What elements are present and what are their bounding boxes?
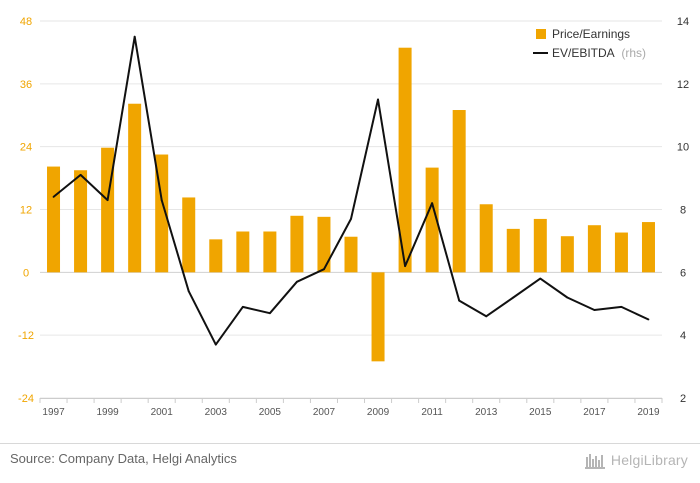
right-tick-label: 12 [677, 79, 689, 91]
left-tick-label: 36 [20, 79, 32, 91]
legend-label-pe: Price/Earnings [552, 27, 630, 41]
point-ev-ebitda [620, 305, 623, 308]
bar-pe [371, 272, 385, 362]
x-tick-label: 2001 [151, 407, 174, 418]
left-tick-label: -24 [18, 393, 34, 405]
bar-pe [560, 236, 574, 273]
bar-pe [533, 218, 547, 273]
right-tick-label: 4 [680, 330, 686, 342]
left-tick-label: -12 [18, 330, 34, 342]
bar-pe [263, 231, 277, 273]
source-note: Source: Company Data, Helgi Analytics [10, 451, 237, 466]
x-tick-label: 2005 [259, 407, 282, 418]
axes: 48 36 24 12 0 -12 -24 14 12 10 8 6 4 2 1997 1999 2001 200… [18, 16, 689, 418]
right-tick-label: 10 [677, 142, 689, 154]
left-tick-label: 48 [20, 16, 32, 28]
point-ev-ebitda [485, 315, 488, 318]
right-tick-label: 2 [680, 393, 686, 405]
point-ev-ebitda [323, 268, 325, 271]
bar-pe [452, 110, 466, 273]
bar-pe [317, 216, 331, 273]
point-ev-ebitda [133, 35, 136, 38]
chart: 48 36 24 12 0 -12 -24 14 12 10 8 6 4 2 1997 1999 2001 200… [18, 16, 689, 418]
bar-pe [236, 231, 250, 273]
bar-pe [209, 239, 223, 273]
point-ev-ebitda [458, 299, 461, 302]
footer-divider [0, 443, 700, 444]
bar-pe [506, 228, 520, 273]
bar-pe [290, 215, 304, 273]
x-tick-label: 2013 [475, 407, 498, 418]
bar-pe [398, 47, 412, 273]
legend-label-ev-suffix: (rhs) [621, 46, 646, 60]
point-ev-ebitda [512, 296, 515, 299]
line-ev-ebitda [52, 35, 649, 346]
point-ev-ebitda [241, 305, 244, 308]
point-ev-ebitda [214, 343, 217, 346]
point-ev-ebitda [160, 199, 163, 201]
left-tick-label: 0 [23, 267, 29, 279]
point-ev-ebitda [106, 199, 109, 201]
bar-pe [47, 166, 61, 273]
legend-label-ev-name: EV/EBITDA [552, 46, 615, 60]
bar-pe [587, 225, 601, 273]
legend: Price/Earnings EV/EBITDA (rhs) [533, 27, 646, 60]
right-tick-label: 8 [680, 205, 686, 217]
legend-swatch-pe [536, 29, 546, 39]
bar-pe [614, 232, 628, 273]
point-ev-ebitda [79, 174, 82, 176]
right-tick-label: 6 [680, 267, 686, 279]
point-ev-ebitda [350, 218, 352, 220]
brand-text: HelgiLibrary [610, 452, 688, 468]
left-tick-label: 24 [20, 142, 32, 154]
x-tick-label: 2019 [637, 407, 660, 418]
point-ev-ebitda [539, 277, 542, 280]
x-tick-label: 2015 [529, 407, 552, 418]
brand-logo: HelgiLibrary [584, 449, 688, 471]
x-tick-label: 2007 [313, 407, 336, 418]
line-series [52, 35, 650, 346]
point-ev-ebitda [566, 296, 569, 299]
right-tick-label: 14 [677, 16, 689, 28]
point-ev-ebitda [377, 98, 379, 101]
x-tick-label: 2003 [205, 407, 228, 418]
bar-pe [74, 170, 88, 273]
bar-pe [101, 147, 115, 273]
bar-series [47, 47, 655, 362]
bar-pe [182, 197, 196, 273]
library-icon [584, 454, 605, 469]
x-tick-label: 1999 [96, 407, 119, 418]
x-tick-label: 2017 [583, 407, 606, 418]
point-ev-ebitda [404, 265, 406, 267]
legend-label-ev: EV/EBITDA (rhs) [552, 46, 646, 60]
point-ev-ebitda [187, 290, 190, 293]
point-ev-ebitda [52, 196, 55, 198]
point-ev-ebitda [268, 312, 271, 315]
x-tick-label: 1997 [42, 407, 65, 418]
bar-pe [479, 204, 493, 273]
point-ev-ebitda [296, 280, 298, 283]
x-tick-label: 2009 [367, 407, 390, 418]
bar-pe [425, 167, 439, 273]
left-tick-label: 12 [20, 205, 32, 217]
point-ev-ebitda [593, 309, 596, 311]
bar-pe [344, 236, 358, 273]
point-ev-ebitda [647, 318, 650, 321]
bar-pe [641, 222, 655, 273]
bar-pe [128, 103, 142, 273]
point-ev-ebitda [431, 202, 434, 205]
x-tick-label: 2011 [421, 407, 443, 418]
